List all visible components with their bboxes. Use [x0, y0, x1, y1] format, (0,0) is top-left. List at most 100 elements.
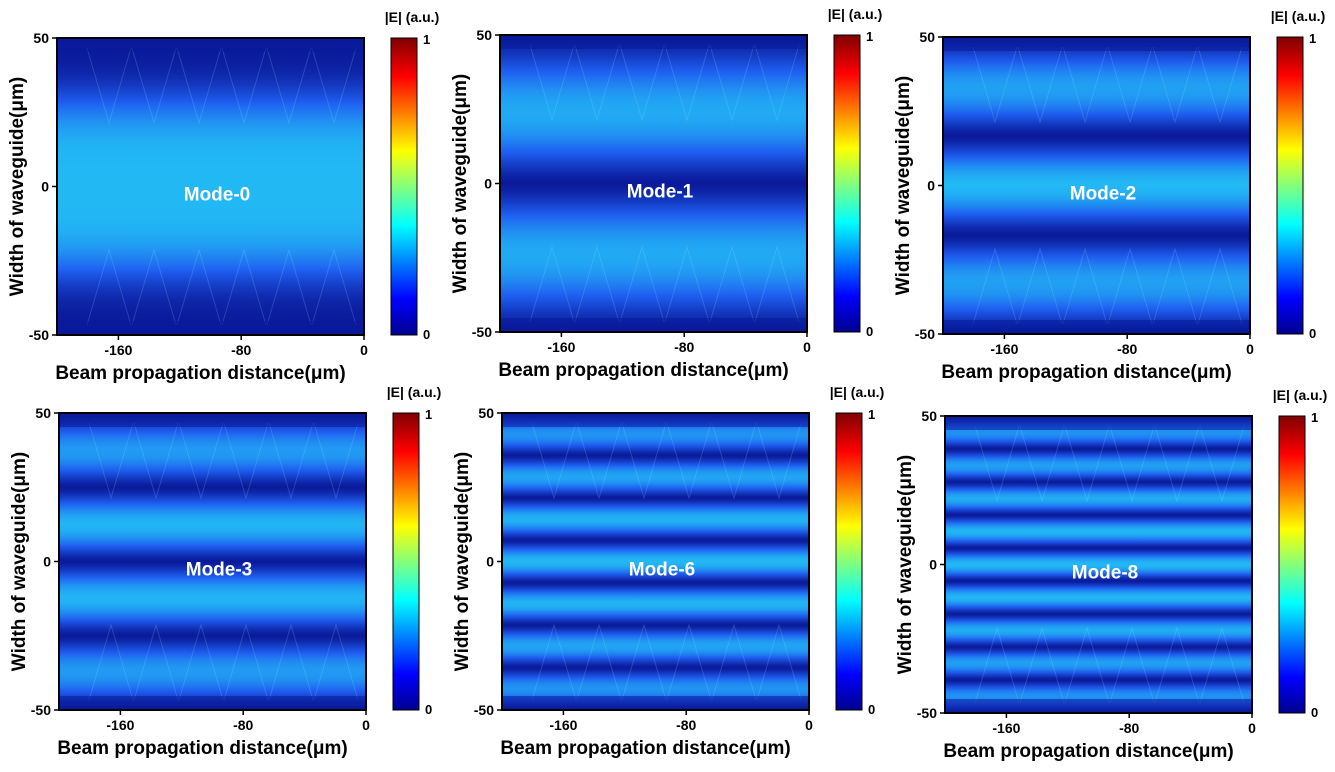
- y-axis-label: Width of waveguide(μm): [895, 455, 916, 674]
- heatmap-panel: -160 -80 0 -50 0 50 Beam propagation distance(…: [452, 384, 884, 759]
- wall-shade-top: [500, 35, 807, 49]
- colorbar-max-label: 1: [866, 29, 873, 44]
- colorbar-max-label: 1: [1311, 410, 1318, 425]
- colorbar-min-label: 0: [868, 702, 875, 717]
- heatmap-field: [945, 416, 1252, 713]
- x-tick-label: -80: [676, 717, 696, 733]
- heatmap-panel: -160 -80 0 -50 0 50 Beam propagation distance(…: [450, 6, 882, 381]
- y-tick-label: 50: [33, 30, 49, 46]
- x-axis-label: Beam propagation distance(μm): [57, 738, 347, 759]
- wall-shade-bottom: [945, 699, 1252, 713]
- x-tick-label: 0: [1248, 720, 1256, 736]
- mode-label: Mode-3: [186, 560, 253, 581]
- x-tick-label: -160: [104, 342, 132, 358]
- colorbar-label: |E| (a.u.): [828, 6, 883, 22]
- y-tick-label: -50: [474, 702, 494, 718]
- interference-pattern: [88, 422, 359, 701]
- y-axis-label: Width of waveguide(μm): [452, 452, 473, 671]
- mode-label: Mode-2: [1070, 184, 1137, 205]
- mode-label: Mode-0: [184, 185, 251, 206]
- y-tick-label: -50: [31, 702, 51, 718]
- colorbar-max-label: 1: [868, 407, 875, 422]
- y-tick-label: 50: [478, 405, 494, 421]
- x-tick-label: -160: [990, 341, 1018, 357]
- colorbar-min-label: 0: [1311, 705, 1318, 720]
- x-axis-label: Beam propagation distance(μm): [498, 360, 788, 381]
- x-tick-label: -80: [1119, 720, 1139, 736]
- x-tick-label: -80: [674, 339, 694, 355]
- wall-shade-top: [945, 416, 1252, 430]
- x-tick-label: -160: [992, 720, 1020, 736]
- y-axis-label: Width of waveguide(μm): [9, 452, 30, 671]
- y-tick-label: -50: [915, 326, 935, 342]
- colorbar-label: |E| (a.u.): [1273, 387, 1328, 403]
- colorbar-label: |E| (a.u.): [830, 384, 885, 400]
- x-axis-label: Beam propagation distance(μm): [500, 738, 790, 759]
- interference-pattern: [531, 422, 802, 701]
- colorbar: [390, 37, 418, 336]
- wall-shade-top: [57, 38, 364, 52]
- y-tick-label: 50: [919, 29, 935, 45]
- heatmap-panel: -160 -80 0 -50 0 50 Beam propagation distance(…: [895, 387, 1327, 762]
- y-tick-label: 0: [486, 554, 494, 570]
- y-tick-label: 0: [484, 176, 492, 192]
- colorbar-label: |E| (a.u.): [387, 384, 442, 400]
- heatmap-field: [57, 38, 364, 335]
- x-tick-label: 0: [1246, 341, 1254, 357]
- colorbar: [392, 412, 420, 711]
- wall-shade-bottom: [500, 318, 807, 332]
- x-tick-label: -160: [549, 717, 577, 733]
- y-tick-label: 0: [927, 178, 935, 194]
- colorbar: [1276, 36, 1304, 335]
- colorbar-label: |E| (a.u.): [1271, 8, 1326, 24]
- interference-pattern: [972, 46, 1243, 325]
- colorbar-min-label: 0: [866, 324, 873, 339]
- colorbar-max-label: 1: [423, 32, 430, 47]
- y-tick-label: -50: [472, 324, 492, 340]
- colorbar: [835, 412, 863, 711]
- wall-shade-top: [502, 413, 809, 427]
- wall-shade-bottom: [57, 321, 364, 335]
- heatmap-panel: -160 -80 0 -50 0 50 Beam propagation distance(…: [9, 384, 441, 759]
- x-tick-label: -160: [106, 717, 134, 733]
- heatmap-field: [500, 35, 807, 332]
- wall-shade-bottom: [59, 696, 366, 710]
- interference-pattern: [86, 47, 357, 326]
- y-tick-label: 50: [921, 408, 937, 424]
- y-tick-label: -50: [29, 327, 49, 343]
- y-tick-label: 0: [41, 179, 49, 195]
- interference-pattern: [529, 44, 800, 323]
- x-axis-label: Beam propagation distance(μm): [943, 741, 1233, 762]
- mode-label: Mode-6: [629, 560, 696, 581]
- colorbar-max-label: 1: [1309, 31, 1316, 46]
- wall-shade-bottom: [943, 320, 1250, 334]
- y-tick-label: 0: [43, 554, 51, 570]
- x-axis-label: Beam propagation distance(μm): [941, 362, 1231, 383]
- heatmap-field: [943, 37, 1250, 334]
- wall-shade-bottom: [502, 696, 809, 710]
- colorbar-min-label: 0: [423, 327, 430, 342]
- wall-shade-top: [943, 37, 1250, 51]
- y-axis-label: Width of waveguide(μm): [893, 76, 914, 295]
- x-tick-label: 0: [803, 339, 811, 355]
- x-tick-label: -80: [1117, 341, 1137, 357]
- x-tick-label: -160: [547, 339, 575, 355]
- colorbar: [833, 34, 861, 333]
- colorbar-min-label: 0: [425, 702, 432, 717]
- interference-pattern: [974, 425, 1245, 704]
- mode-label: Mode-1: [627, 182, 694, 203]
- x-tick-label: 0: [805, 717, 813, 733]
- heatmap-field: [502, 413, 809, 710]
- heatmap-field: [59, 413, 366, 710]
- y-tick-label: 50: [476, 27, 492, 43]
- y-axis-label: Width of waveguide(μm): [450, 74, 471, 293]
- y-tick-label: 0: [929, 557, 937, 573]
- colorbar-label: |E| (a.u.): [385, 9, 440, 25]
- mode-label: Mode-8: [1072, 563, 1139, 584]
- x-tick-label: 0: [360, 342, 368, 358]
- colorbar-min-label: 0: [1309, 326, 1316, 341]
- y-tick-label: 50: [35, 405, 51, 421]
- colorbar-max-label: 1: [425, 407, 432, 422]
